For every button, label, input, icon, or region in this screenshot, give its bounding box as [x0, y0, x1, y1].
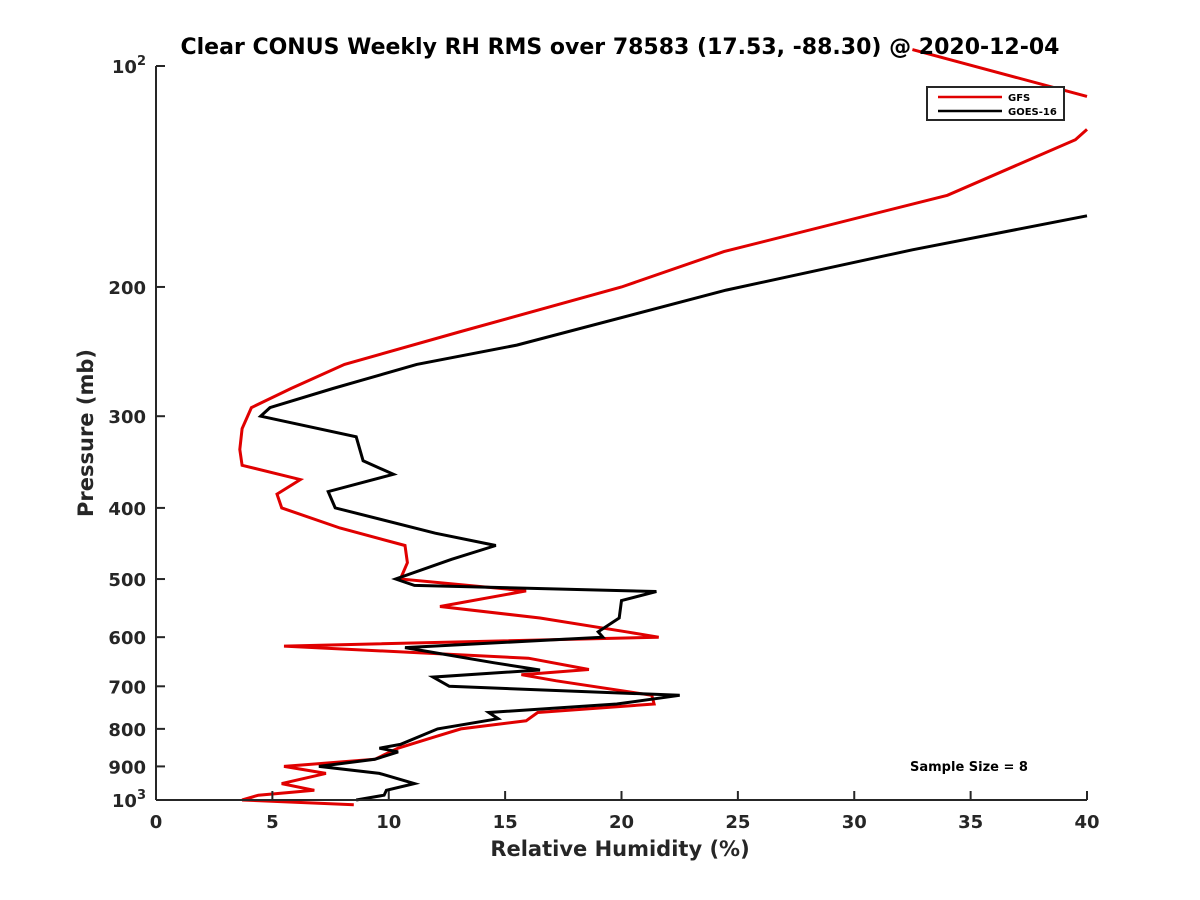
- sample-size-annotation: Sample Size = 8: [910, 760, 1028, 775]
- y-tick-label: 700: [108, 677, 146, 698]
- x-tick-label: 30: [842, 812, 867, 833]
- y-tick-label: 102: [112, 54, 146, 78]
- y-tick-label: 900: [108, 757, 146, 778]
- x-ticks: 0 5 10 15 20 25 30 35 40: [150, 791, 1100, 833]
- x-axis-label: Relative Humidity (%): [490, 837, 749, 861]
- legend-label-goes16: GOES-16: [1008, 107, 1057, 118]
- x-tick-label: 0: [150, 812, 163, 833]
- x-tick-label: 25: [725, 812, 750, 833]
- y-tick-label: 800: [108, 720, 146, 741]
- series-line-goes16: [257, 214, 1088, 802]
- y-tick-label: 300: [108, 407, 146, 428]
- legend-box: [926, 86, 1065, 121]
- chart-title: Clear CONUS Weekly RH RMS over 78583 (17…: [181, 35, 1060, 60]
- x-tick-label: 15: [493, 812, 518, 833]
- y-tick-label: 500: [108, 570, 146, 591]
- x-tick-label: 10: [376, 812, 401, 833]
- x-tick-label: 5: [266, 812, 279, 833]
- legend-label-gfs: GFS: [1008, 93, 1030, 104]
- legend: GFS GOES-16: [926, 86, 1065, 121]
- y-tick-label: 103: [112, 788, 146, 812]
- x-tick-label: 20: [609, 812, 634, 833]
- y-tick-label: 200: [108, 278, 146, 299]
- y-ticks: 102 200 300 400 500 600 700 800 900 103: [108, 54, 165, 812]
- y-tick-label: 400: [108, 499, 146, 520]
- x-tick-label: 35: [958, 812, 983, 833]
- y-tick-label: 600: [108, 628, 146, 649]
- y-axis-label: Pressure (mb): [74, 349, 98, 517]
- x-tick-label: 40: [1074, 812, 1099, 833]
